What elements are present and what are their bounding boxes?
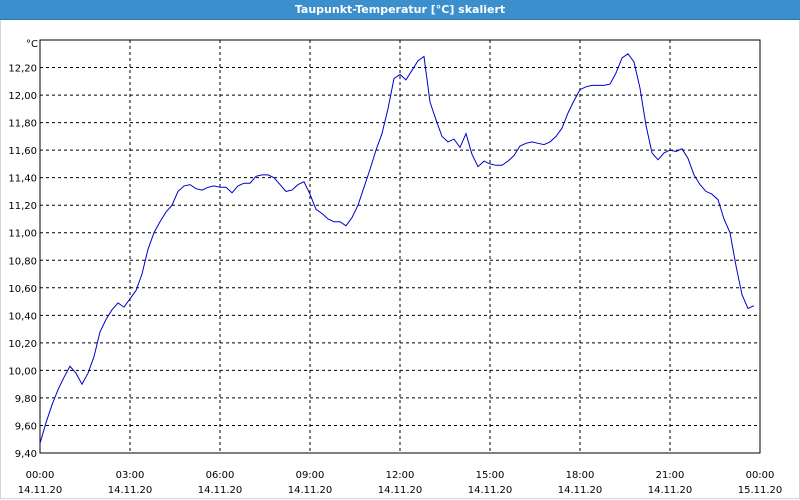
x-tick-time-label: 12:00 [386, 470, 415, 481]
y-tick-label: 10,20 [8, 339, 37, 350]
y-tick-label: 10,80 [8, 256, 37, 267]
x-tick-date-label: 14.11.20 [18, 485, 63, 496]
y-tick-label: 11,60 [8, 146, 37, 157]
y-tick-label: 11,00 [8, 229, 37, 240]
grid-lines [40, 40, 760, 454]
y-tick-label: 9,60 [15, 421, 37, 432]
x-tick-time-label: 09:00 [296, 470, 325, 481]
x-tick-time-label: 00:00 [746, 470, 775, 481]
window-title: Taupunkt-Temperatur [°C] skaliert [0, 0, 800, 20]
x-tick-time-label: 03:00 [116, 470, 145, 481]
y-tick-label: 10,00 [8, 366, 37, 377]
x-tick-date-label: 14.11.20 [108, 485, 153, 496]
x-axis-ticks: 00:00 14.11.20 03:00 14.11.20 06:00 14.11.20 0… [18, 470, 783, 496]
x-tick-date-label: 14.11.20 [558, 485, 603, 496]
series-line-dew-point [39, 53, 755, 444]
x-tick-time-label: 06:00 [206, 470, 235, 481]
x-tick-date-label: 14.11.20 [288, 485, 333, 496]
y-axis-unit-label: °C [26, 39, 38, 50]
y-tick-label: 11,80 [8, 119, 37, 130]
x-tick-time-label: 00:00 [26, 470, 55, 481]
x-tick-time-label: 21:00 [656, 470, 685, 481]
y-tick-label: 10,40 [8, 311, 37, 322]
y-tick-label: 11,40 [8, 174, 37, 185]
x-tick-date-label: 14.11.20 [378, 485, 423, 496]
x-tick-date-label: 14.11.20 [198, 485, 243, 496]
y-tick-label: 9,80 [15, 394, 37, 405]
y-axis-ticks: 9,40 9,60 9,80 10,00 10,20 10,40 10,60 10,80 11,… [8, 64, 37, 460]
y-tick-label: 12,20 [8, 64, 37, 75]
x-tick-time-label: 18:00 [566, 470, 595, 481]
y-tick-label: 11,20 [8, 201, 37, 212]
plot-area-border [39, 39, 761, 454]
y-tick-label: 10,60 [8, 284, 37, 295]
y-tick-label: 12,00 [8, 91, 37, 102]
x-tick-date-label: 15.11.20 [738, 485, 783, 496]
y-tick-label: 9,40 [15, 449, 37, 460]
x-tick-date-label: 14.11.20 [648, 485, 693, 496]
x-tick-time-label: 15:00 [476, 470, 505, 481]
x-tick-date-label: 14.11.20 [468, 485, 513, 496]
